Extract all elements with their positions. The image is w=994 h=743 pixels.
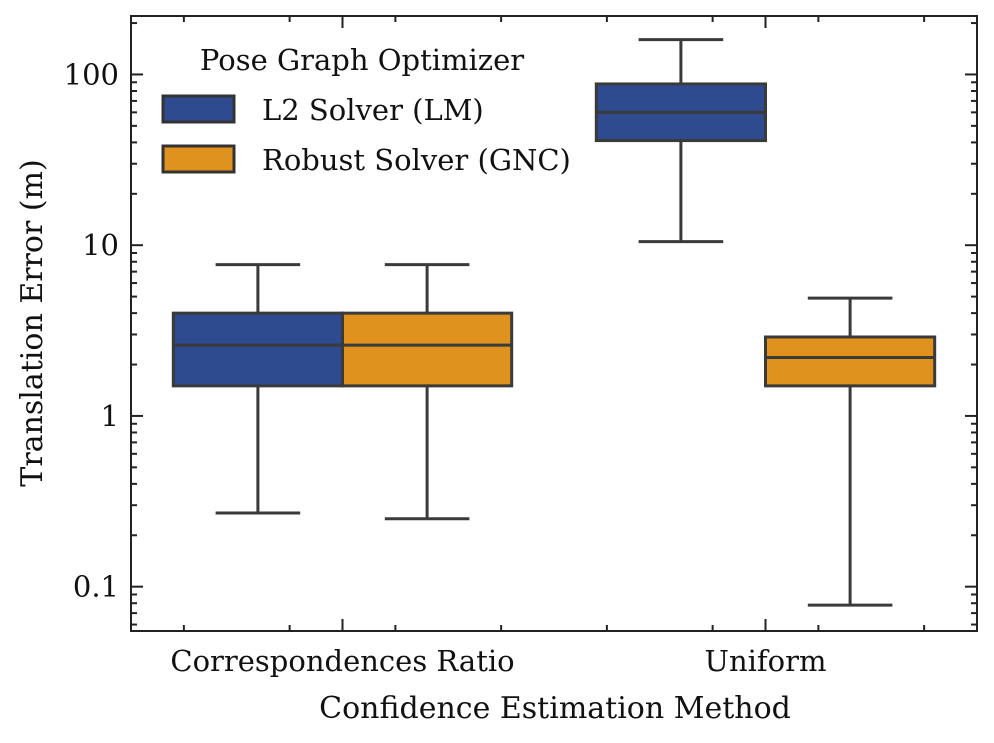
y-axis-ticks: 0.1 1 10 100	[64, 22, 977, 626]
x-axis-ticks: Correspondences Ratio Uniform	[170, 16, 926, 678]
box-0-1	[341, 263, 514, 521]
x-axis-label: Confidence Estimation Method	[319, 691, 791, 726]
iqr-box	[764, 335, 937, 388]
plot-frame	[130, 15, 978, 632]
y-tick-label: 100	[64, 57, 119, 91]
iqr-box	[341, 311, 514, 388]
legend-label-l2: L2 Solver (LM)	[262, 93, 484, 127]
legend-title: Pose Graph Optimizer	[200, 43, 524, 77]
legend-label-robust: Robust Solver (GNC)	[262, 143, 571, 177]
box-0-0	[171, 263, 344, 515]
legend-swatch-l2	[161, 94, 236, 124]
iqr-box	[171, 311, 344, 388]
box-1-1	[764, 296, 937, 607]
x-tick-label: Uniform	[705, 644, 827, 678]
y-tick-label: 10	[82, 228, 119, 262]
box-1-0	[594, 38, 767, 244]
legend-swatch-robust	[161, 144, 236, 174]
y-tick-label: 0.1	[73, 570, 119, 604]
box-plot-layer	[171, 38, 937, 607]
legend: Pose Graph Optimizer L2 Solver (LM) Robu…	[161, 43, 571, 177]
x-tick-label: Correspondences Ratio	[170, 644, 514, 678]
y-axis-label: Translation Error (m)	[15, 159, 50, 486]
y-tick-label: 1	[101, 399, 119, 433]
